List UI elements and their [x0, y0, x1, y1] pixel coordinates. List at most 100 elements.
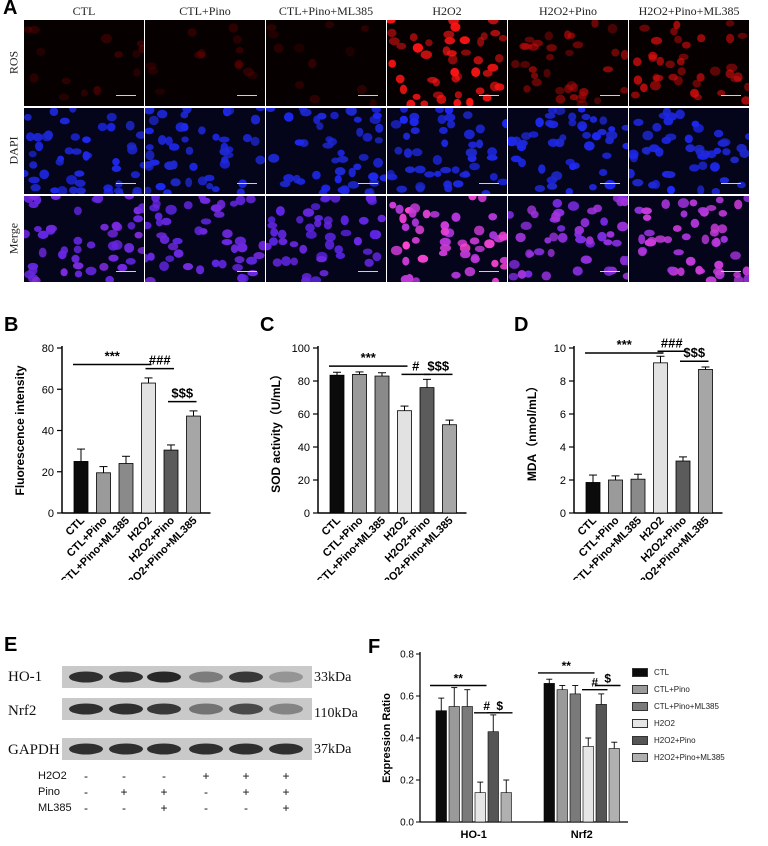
legend-item: CTL+Pino+ML385 — [632, 702, 719, 712]
blot-band — [189, 671, 223, 683]
micrograph-ros-6 — [629, 20, 749, 106]
micrograph-ros-2 — [145, 20, 265, 106]
scale-bar — [479, 271, 499, 272]
bar — [461, 706, 473, 823]
y-axis-label: Expression Ratio — [381, 693, 393, 783]
significance-label: # — [483, 699, 490, 713]
bar — [397, 410, 412, 514]
blot-band — [229, 703, 263, 715]
scale-bar — [116, 183, 136, 184]
scale-bar — [237, 95, 257, 96]
y-axis-label: MDA（nmol/mL） — [524, 380, 539, 481]
panel-letter-e: E — [4, 634, 18, 656]
bar — [474, 792, 486, 823]
condition-sign: - — [84, 769, 88, 783]
scale-bar — [358, 95, 378, 96]
legend-swatch — [632, 753, 648, 763]
micrograph-dapi-5 — [508, 108, 628, 194]
panel-letter-c: C — [260, 314, 275, 336]
condition-sign: + — [242, 785, 250, 799]
y-tick-label: 60 — [42, 384, 54, 396]
blot-kda-nrf2: 110kDa — [314, 706, 358, 721]
panel-letter-a: A — [3, 0, 18, 19]
condition-label-h2o2: H2O2 — [38, 770, 67, 782]
bar — [608, 748, 620, 823]
condition-sign: - — [84, 785, 88, 799]
y-tick-label: 0.8 — [400, 650, 414, 661]
blot-band — [69, 703, 103, 715]
bar — [435, 710, 447, 823]
blot-band — [147, 743, 181, 755]
significance-label: $$$ — [683, 345, 705, 360]
micrograph-ros-3 — [266, 20, 386, 106]
condition-sign: - — [122, 769, 126, 783]
scale-bar — [358, 183, 378, 184]
y-tick-label: 40 — [298, 442, 310, 454]
condition-sign: - — [244, 801, 248, 815]
legend-item: CTL+Pino — [632, 685, 690, 695]
bar — [569, 693, 581, 823]
legend-item: H2O2+Pino — [632, 736, 696, 746]
condition-sign: + — [160, 785, 168, 799]
micrograph-merge-1 — [24, 196, 144, 282]
scale-bar — [721, 183, 741, 184]
panel-a-column-label: H2O2+Pino — [538, 4, 598, 18]
micrograph-dapi-6 — [629, 108, 749, 194]
panel-a-column-label: H2O2 — [432, 4, 462, 18]
x-group-label: HO-1 — [461, 829, 487, 841]
chart-d-mda: 0246810MDA（nmol/mL）CTLCTL+PinoCTL+Pino+M… — [524, 335, 723, 580]
blot-strip-ho-1 — [62, 666, 312, 688]
blot-band — [229, 743, 263, 755]
significance-label: ### — [661, 335, 683, 350]
condition-label-pino: Pino — [38, 786, 61, 798]
bar — [329, 374, 345, 514]
bar — [419, 387, 435, 514]
scale-bar — [237, 183, 257, 184]
bar — [141, 382, 156, 514]
micrograph-merge-3 — [266, 196, 386, 282]
blot-band — [69, 743, 103, 755]
blot-strip-gapdh — [62, 738, 312, 760]
blot-band — [229, 671, 263, 683]
micrograph-dapi-4 — [387, 108, 507, 194]
blot-band — [109, 703, 143, 715]
condition-sign: + — [242, 769, 250, 783]
bar — [500, 792, 512, 823]
scale-bar — [600, 271, 620, 272]
bar — [543, 683, 555, 823]
bar — [608, 479, 623, 514]
y-tick-label: 100 — [292, 343, 310, 355]
legend-label: H2O2+Pino+ML385 — [654, 753, 725, 762]
y-tick-label: 0.6 — [400, 692, 414, 703]
bar — [73, 461, 89, 514]
bar — [675, 460, 691, 514]
y-tick-label: 6 — [560, 409, 566, 421]
y-tick-label: 0 — [304, 508, 310, 520]
bar — [96, 472, 111, 514]
panel-a-column-label: CTL+Pino+ML385 — [278, 4, 374, 18]
y-tick-label: 0.0 — [400, 818, 414, 829]
scale-bar — [237, 271, 257, 272]
blot-kda-ho-1: 33kDa — [314, 670, 352, 685]
legend-swatch — [632, 719, 648, 729]
scale-bar — [116, 271, 136, 272]
y-tick-label: 80 — [298, 376, 310, 388]
bar — [595, 704, 607, 823]
blot-band — [109, 671, 143, 683]
micrograph-merge-5 — [508, 196, 628, 282]
y-axis-label: SOD activity（U/mL） — [268, 368, 283, 493]
bar — [163, 449, 179, 514]
significance-label: ### — [149, 353, 171, 368]
scale-bar — [358, 271, 378, 272]
scale-bar — [600, 95, 620, 96]
y-tick-label: 20 — [298, 475, 310, 487]
significance-label: $$$ — [171, 386, 193, 401]
blot-band — [147, 671, 181, 683]
significance-label: $$$ — [427, 358, 449, 373]
micrograph-merge-2 — [145, 196, 265, 282]
legend-swatch — [632, 736, 648, 746]
significance-label: *** — [617, 337, 633, 352]
panel-a-row-label: Merge — [6, 222, 21, 255]
condition-sign: - — [84, 801, 88, 815]
